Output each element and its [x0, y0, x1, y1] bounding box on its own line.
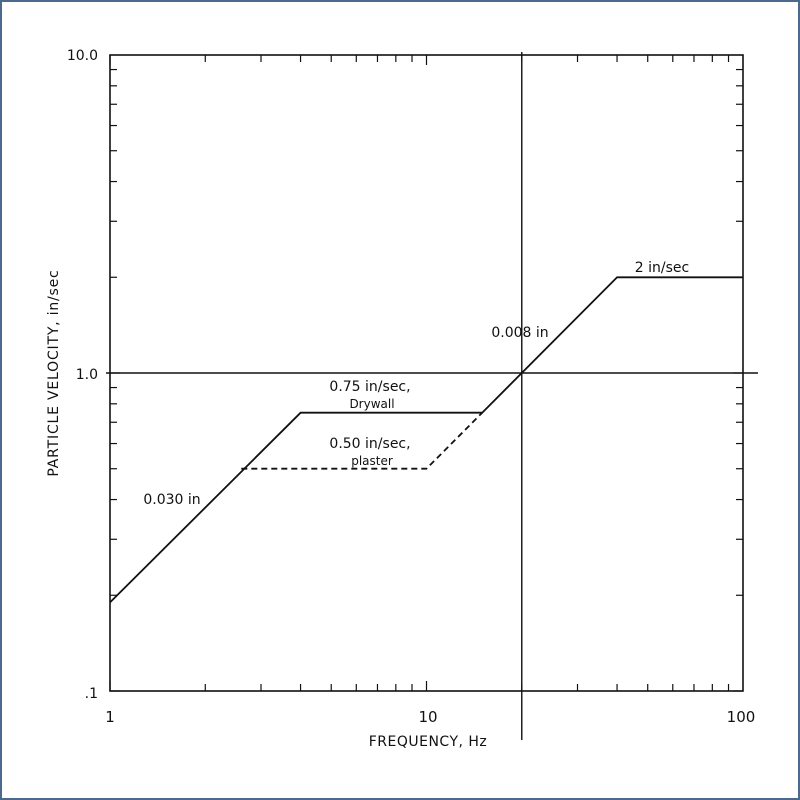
x-axis-title: FREQUENCY, Hz — [369, 734, 488, 750]
series-lines — [109, 276, 743, 604]
annotation-velocity-max: 2 in/sec — [635, 260, 689, 276]
y-tick-label-10: 10.0 — [67, 48, 98, 64]
annotation-plaster-label: plaster — [351, 454, 393, 468]
annotation-drywall-label: Drywall — [349, 397, 394, 411]
y-tick-label-1: 1.0 — [76, 367, 98, 383]
annotation-plaster-value: 0.50 in/sec, — [329, 436, 410, 452]
series-line-drywall — [109, 276, 743, 604]
annotation-drywall-value: 0.75 in/sec, — [329, 379, 410, 395]
annotation-displacement-high: 0.008 in — [491, 325, 548, 341]
reference-lines — [106, 52, 758, 740]
y-axis-title: PARTICLE VELOCITY, in/sec — [46, 269, 62, 476]
x-tick-label-100: 100 — [727, 708, 756, 726]
annotation-displacement-low: 0.030 in — [143, 492, 200, 508]
y-tick-label-0.1: .1 — [85, 686, 98, 702]
x-tick-label-1: 1 — [105, 708, 115, 726]
x-tick-label-10: 10 — [418, 708, 437, 726]
series-line-plaster — [241, 412, 483, 470]
